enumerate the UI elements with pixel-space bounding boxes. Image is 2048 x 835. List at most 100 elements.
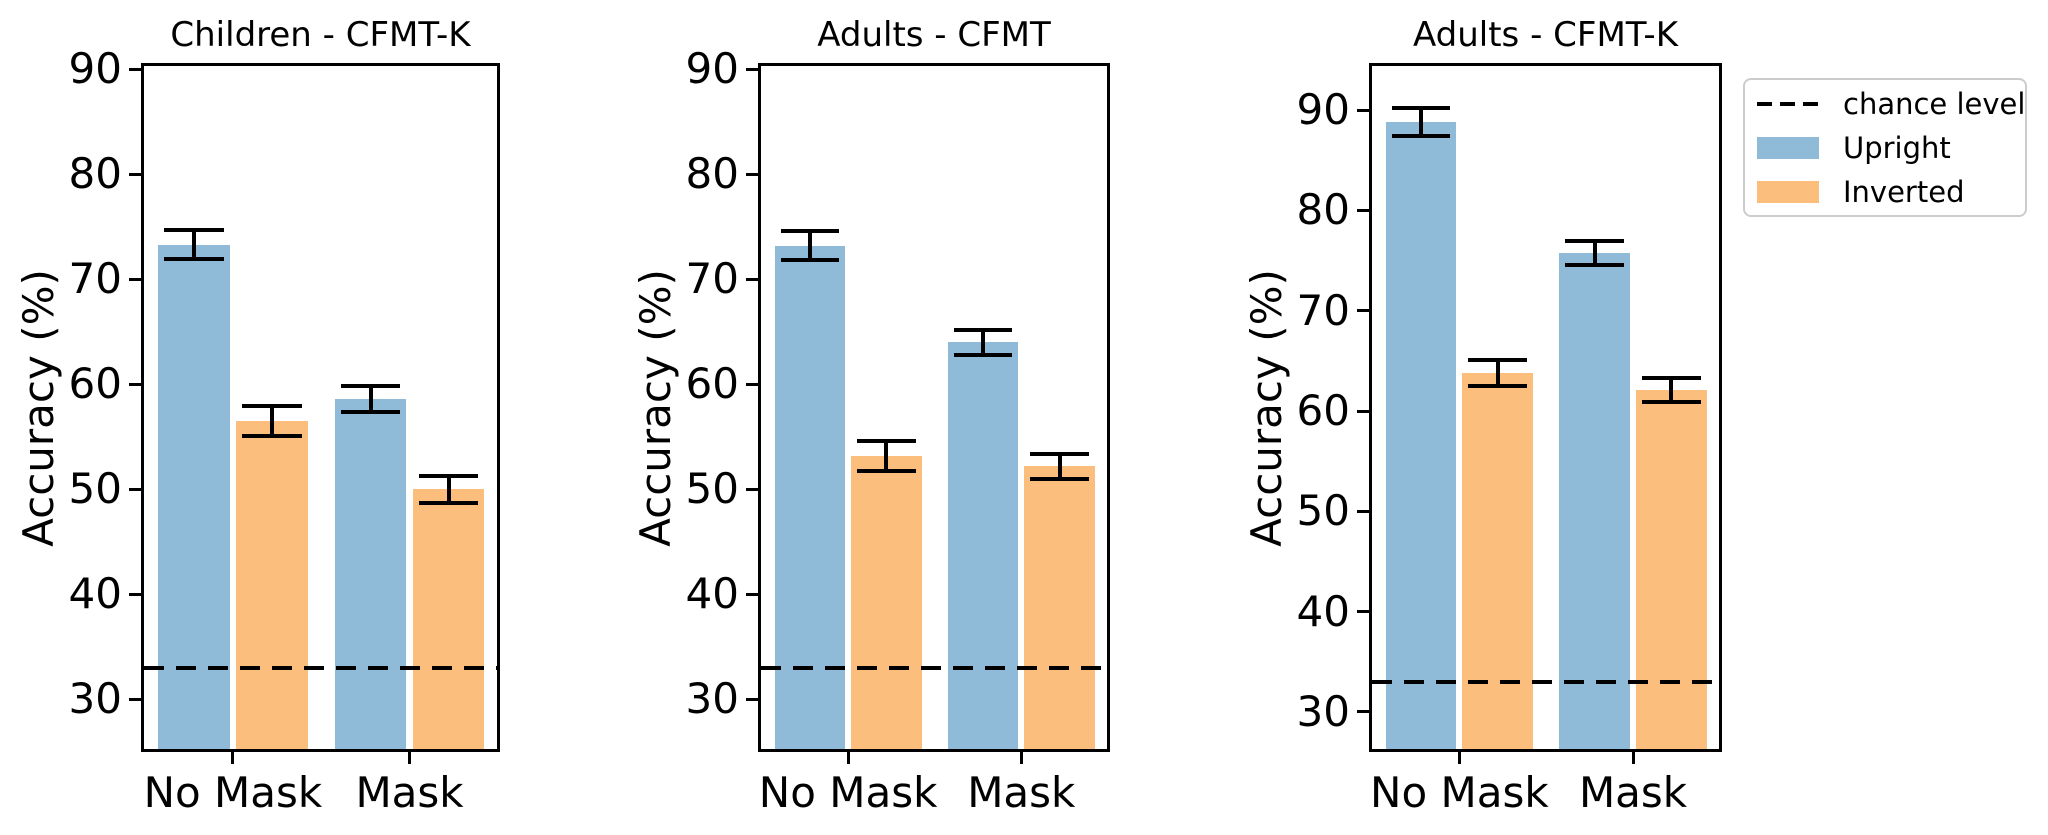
error-bar-cap-top <box>1030 451 1089 456</box>
bar-inverted-mask <box>1636 389 1707 749</box>
y-tick-label: 90 <box>1296 85 1350 135</box>
error-bar-cap-top <box>340 384 401 389</box>
y-tick-label: 50 <box>1296 486 1350 536</box>
error-bar-line <box>191 229 196 260</box>
y-tick-mark <box>1357 409 1369 413</box>
y-tick-mark <box>129 487 141 491</box>
error-bar-cap-bottom <box>953 352 1013 357</box>
error-bar-cap-top <box>1391 106 1451 111</box>
y-tick-label: 30 <box>68 674 122 724</box>
bar-upright-mask <box>334 399 407 749</box>
error-bar-cap-top <box>857 439 916 444</box>
bar-inverted-mask <box>412 489 485 749</box>
error-bar-cap-top <box>164 227 224 232</box>
error-bar-line <box>981 329 986 355</box>
x-tick-label: No Mask <box>143 768 323 817</box>
x-tick-label: No Mask <box>758 768 938 817</box>
y-tick-mark <box>129 277 141 281</box>
x-tick-label: Mask <box>1578 768 1688 817</box>
error-bar-line <box>1418 108 1423 137</box>
y-tick-mark <box>1357 309 1369 313</box>
error-bar-cap-top <box>1468 357 1528 362</box>
bar-upright-no-mask <box>774 245 846 749</box>
x-tick-mark <box>846 752 850 764</box>
error-bar-cap-bottom <box>1391 134 1451 139</box>
legend-label: chance level <box>1843 87 2026 121</box>
error-bar-line <box>269 406 274 436</box>
chart-title: Adults - CFMT-K <box>1412 15 1678 55</box>
error-bar-line <box>446 475 451 504</box>
y-tick-label: 60 <box>685 359 739 409</box>
y-tick-mark <box>746 382 758 386</box>
bar-inverted-no-mask <box>236 421 308 749</box>
y-tick-mark <box>129 697 141 701</box>
error-bar-cap-bottom <box>857 468 916 473</box>
error-bar-line <box>1592 240 1597 265</box>
legend-label: Inverted <box>1843 175 1965 209</box>
x-tick-mark <box>1631 752 1635 764</box>
y-tick-label: 70 <box>685 254 739 304</box>
y-tick-mark <box>1357 208 1369 212</box>
y-tick-label: 80 <box>685 149 739 199</box>
y-tick-mark <box>1357 509 1369 513</box>
error-bar-cap-bottom <box>1030 476 1089 481</box>
y-tick-mark <box>746 172 758 176</box>
y-axis-label: Accuracy (%) <box>1242 268 1291 547</box>
error-bar-line <box>368 386 373 412</box>
y-tick-mark <box>1357 710 1369 714</box>
error-bar-cap-top <box>953 327 1013 332</box>
y-tick-label: 90 <box>685 44 739 94</box>
y-tick-mark <box>746 697 758 701</box>
bar-upright-mask <box>947 342 1019 749</box>
bar-inverted-no-mask <box>851 455 922 749</box>
axes-box <box>758 63 1110 752</box>
error-bar-cap-bottom <box>242 433 302 438</box>
y-tick-mark <box>1357 610 1369 614</box>
legend-dashed-line-sample <box>1757 102 1819 106</box>
y-tick-mark <box>746 487 758 491</box>
error-bar-cap-bottom <box>418 501 479 506</box>
y-tick-label: 40 <box>1296 586 1350 636</box>
x-tick-label: No Mask <box>1370 768 1549 817</box>
y-tick-label: 30 <box>685 674 739 724</box>
y-tick-mark <box>129 172 141 176</box>
x-tick-mark <box>1457 752 1461 764</box>
y-tick-label: 70 <box>68 254 122 304</box>
error-bar-cap-bottom <box>340 409 401 414</box>
axes-box <box>141 63 500 752</box>
y-tick-label: 80 <box>68 149 122 199</box>
chart-title: Children - CFMT-K <box>170 15 471 55</box>
chart-title: Adults - CFMT <box>817 15 1051 55</box>
y-tick-mark <box>746 277 758 281</box>
error-bar-cap-bottom <box>1642 399 1701 404</box>
x-tick-label: Mask <box>355 768 464 817</box>
legend-swatch-upright <box>1757 137 1819 159</box>
bar-upright-mask <box>1559 252 1630 749</box>
error-bar-cap-bottom <box>1468 383 1528 388</box>
error-bar-cap-bottom <box>780 258 840 263</box>
x-tick-label: Mask <box>967 768 1076 817</box>
error-bar-line <box>1495 359 1500 386</box>
x-tick-mark <box>231 752 235 764</box>
x-tick-mark <box>1019 752 1023 764</box>
bar-upright-no-mask <box>157 244 230 749</box>
axes-box <box>1369 63 1722 752</box>
y-axis-label: Accuracy (%) <box>631 268 680 547</box>
y-tick-mark <box>129 592 141 596</box>
error-bar-cap-bottom <box>164 257 224 262</box>
error-bar-cap-top <box>1642 375 1701 380</box>
error-bar-cap-top <box>1565 238 1624 243</box>
error-bar-cap-top <box>418 473 479 478</box>
y-tick-mark <box>1357 108 1369 112</box>
y-tick-mark <box>129 382 141 386</box>
y-tick-label: 50 <box>685 464 739 514</box>
error-bar-line <box>807 231 812 261</box>
y-tick-label: 50 <box>68 464 122 514</box>
error-bar-cap-bottom <box>1565 262 1624 267</box>
bar-inverted-mask <box>1024 466 1095 749</box>
y-tick-label: 30 <box>1296 686 1350 736</box>
chance-level-line <box>144 665 497 670</box>
y-tick-label: 70 <box>1296 285 1350 335</box>
y-tick-mark <box>129 67 141 71</box>
